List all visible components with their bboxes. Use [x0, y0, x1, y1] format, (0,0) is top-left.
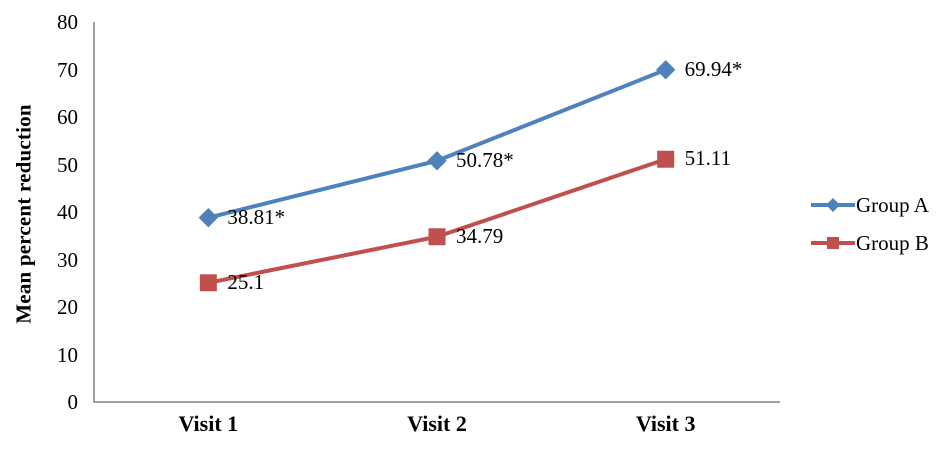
y-tick-label: 30: [57, 247, 78, 272]
data-point-marker: [428, 228, 446, 246]
legend-square-icon: [811, 237, 855, 249]
data-point-marker: [655, 60, 676, 80]
y-tick-label: 80: [57, 10, 78, 34]
chart-legend: Group A Group B: [810, 186, 929, 262]
data-label: 25.1: [227, 269, 265, 294]
y-tick-label: 60: [57, 105, 78, 129]
legend-label: Group B: [856, 230, 929, 255]
data-point-marker: [657, 150, 675, 168]
data-label: 69.94*: [684, 56, 743, 81]
y-tick-label: 70: [57, 57, 78, 82]
legend-item: Group A: [810, 186, 929, 224]
data-label: 51.11: [684, 146, 732, 171]
legend-item: Group B: [810, 224, 929, 262]
y-tick-label: 20: [57, 295, 78, 319]
data-point-marker: [199, 274, 217, 292]
data-label: 34.79: [456, 223, 504, 248]
x-category-label: Visit 2: [407, 411, 467, 436]
axis-lines: [93, 22, 780, 403]
data-point-marker: [427, 151, 447, 171]
y-tick-label: 50: [57, 152, 78, 177]
data-label: 38.81*: [227, 204, 286, 229]
series-line-group-a: [206, 67, 668, 220]
y-tick-label: 0: [67, 390, 79, 414]
legend-diamond-icon: [811, 198, 855, 212]
x-category-label: Visit 1: [178, 411, 239, 436]
data-label: 50.78*: [456, 147, 514, 172]
y-tick-label: 40: [57, 200, 78, 224]
data-point-marker: [198, 207, 219, 228]
x-category-label: Visit 3: [635, 411, 696, 436]
legend-label: Group A: [856, 192, 929, 217]
y-tick-label: 10: [57, 342, 78, 367]
